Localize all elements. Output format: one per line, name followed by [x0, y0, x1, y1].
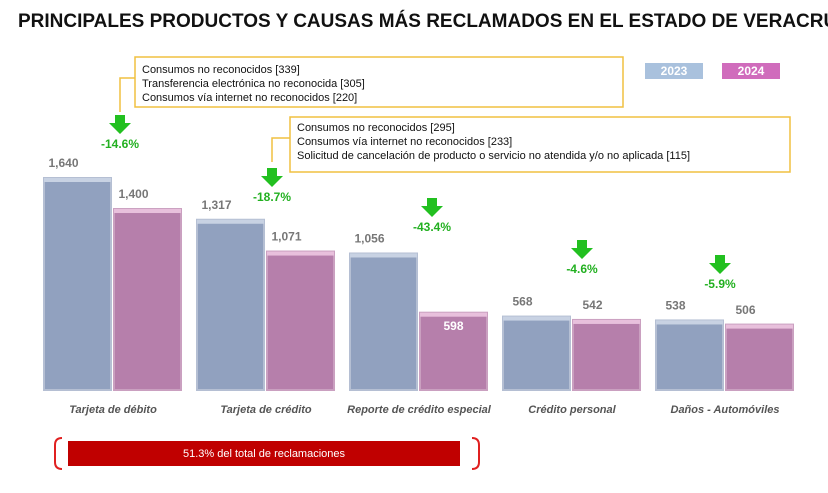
bar-highlight: [503, 316, 570, 321]
value-label: 1,056: [354, 232, 384, 246]
bar: [655, 319, 724, 391]
value-label: 568: [512, 295, 532, 309]
annotation-box: [289, 116, 791, 173]
value-label: 1,640: [48, 156, 78, 170]
bar: [349, 252, 418, 391]
legend-label: 2024: [738, 64, 765, 78]
x-tick-label: Tarjeta de crédito: [220, 404, 312, 416]
bracket: [54, 437, 63, 470]
chart-title: PRINCIPALES PRODUCTOS Y CAUSAS MÁS RECLA…: [18, 10, 828, 32]
bar-highlight: [197, 219, 264, 224]
change-label: -43.4%: [413, 220, 451, 234]
legend-swatch: [722, 63, 780, 79]
arrow: [261, 168, 283, 187]
x-tick-label: Tarjeta de débito: [69, 404, 157, 416]
footer-text: 51.3% del total de reclamaciones: [183, 448, 346, 460]
change-label: -5.9%: [704, 277, 736, 291]
bar: [113, 208, 182, 391]
bar-highlight: [420, 312, 487, 317]
annotation-box: [134, 56, 624, 108]
bar: [572, 318, 641, 391]
annotation-text: Solicitud de cancelación de producto o s…: [297, 150, 690, 162]
annotation-text: Consumos vía internet no reconocidos [23…: [297, 136, 512, 148]
bar-highlight: [726, 324, 793, 329]
change-label: -14.6%: [101, 137, 139, 151]
bar-highlight: [656, 320, 723, 325]
value-label: 506: [735, 303, 755, 317]
bar-highlight: [267, 251, 334, 256]
connector: [119, 77, 135, 112]
footer-bar: [68, 441, 460, 466]
value-label: 1,071: [271, 230, 301, 244]
x-tick-label: Reporte de crédito especial: [347, 404, 492, 416]
bracket: [471, 437, 480, 470]
annotation-text: Consumos no reconocidos [339]: [142, 64, 300, 76]
bar: [502, 315, 571, 392]
change-label: -18.7%: [253, 190, 291, 204]
arrow: [709, 255, 731, 274]
value-label: 598: [443, 319, 463, 333]
annotation-text: Consumos no reconocidos [295]: [297, 122, 455, 134]
bar: [266, 250, 335, 391]
annotation-text: Consumos vía internet no reconocidos [22…: [142, 92, 357, 104]
annotation-text: Transferencia electrónica no reconocida …: [142, 78, 365, 90]
x-tick-label: Crédito personal: [528, 404, 616, 416]
value-label: 1,317: [201, 198, 231, 212]
bar: [196, 218, 265, 391]
x-tick-label: Daños - Automóviles: [671, 404, 780, 416]
value-label: 538: [665, 299, 685, 313]
bar: [419, 311, 488, 392]
bar-highlight: [573, 319, 640, 324]
bar-highlight: [44, 178, 111, 182]
bar: [725, 323, 794, 391]
value-label: 542: [582, 298, 602, 312]
connector: [271, 137, 290, 162]
bar-highlight: [350, 253, 417, 258]
bar: [43, 177, 112, 391]
legend-label: 2023: [661, 64, 688, 78]
value-label: 1,400: [118, 187, 148, 201]
change-label: -4.6%: [566, 262, 598, 276]
arrow: [421, 198, 443, 217]
legend-swatch: [645, 63, 703, 79]
arrow: [571, 240, 593, 259]
bar-highlight: [114, 209, 181, 214]
arrow: [109, 115, 131, 134]
